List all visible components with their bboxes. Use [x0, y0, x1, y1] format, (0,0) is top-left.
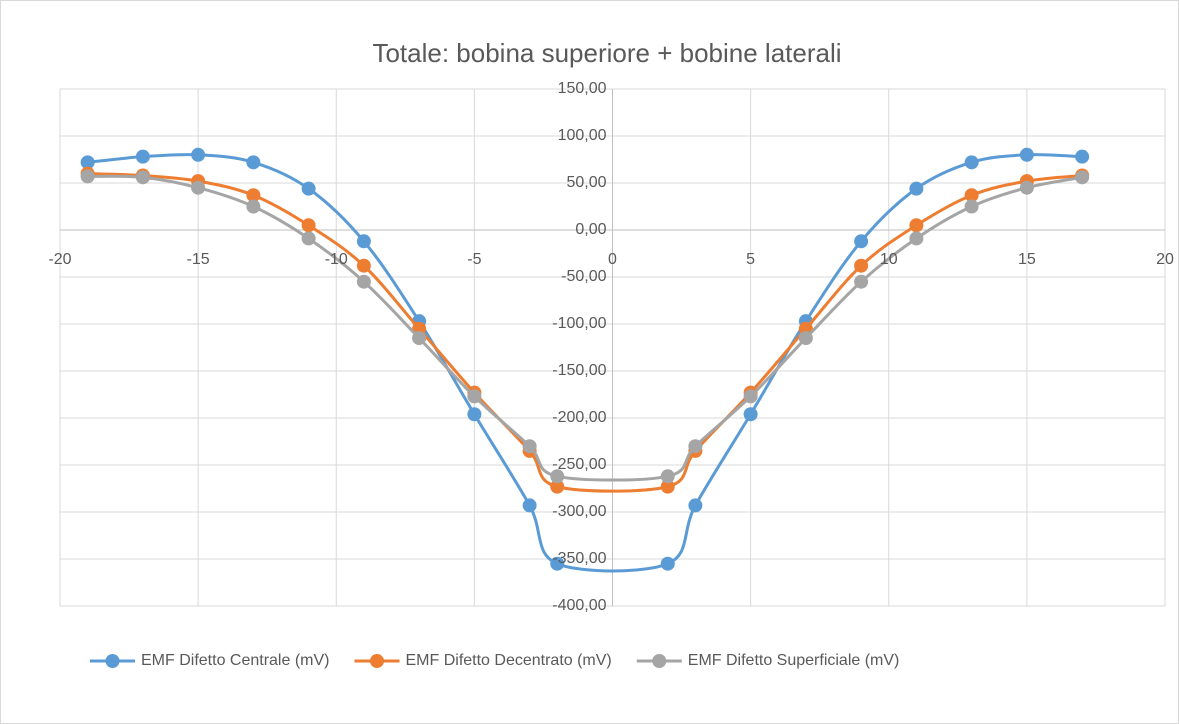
data-point	[550, 469, 565, 484]
x-tick-label: 20	[1156, 251, 1174, 268]
data-point	[1075, 170, 1090, 185]
data-point	[964, 188, 979, 203]
data-point	[522, 439, 537, 454]
y-tick-label: -200,00	[552, 409, 606, 426]
data-point	[135, 149, 150, 164]
data-point	[80, 155, 95, 170]
data-point	[301, 231, 316, 246]
data-point	[301, 181, 316, 196]
data-point	[191, 147, 206, 162]
data-point	[798, 331, 813, 346]
y-tick-label: -400,00	[552, 597, 606, 614]
data-point	[246, 199, 261, 214]
data-point	[854, 258, 869, 273]
legend-marker	[369, 654, 384, 668]
data-point	[550, 479, 565, 494]
data-point	[854, 274, 869, 289]
data-point	[1019, 180, 1034, 195]
x-tick-label: -15	[187, 251, 210, 268]
legend-label: EMF Difetto Centrale (mV)	[141, 652, 329, 669]
x-tick-label: 15	[1018, 251, 1036, 268]
data-point	[743, 407, 758, 422]
data-point	[356, 258, 371, 273]
y-tick-label: 150,00	[558, 80, 607, 97]
data-point	[301, 218, 316, 233]
data-point	[909, 218, 924, 233]
data-point	[909, 181, 924, 196]
x-tick-label: -20	[48, 251, 71, 268]
x-tick-label: 10	[880, 251, 898, 268]
y-tick-label: -350,00	[552, 550, 606, 567]
data-point	[467, 407, 482, 422]
data-point	[1075, 149, 1090, 164]
data-point	[964, 155, 979, 170]
data-point	[688, 439, 703, 454]
data-point	[191, 180, 206, 195]
legend-marker	[652, 654, 667, 668]
data-point	[522, 498, 537, 513]
data-point	[660, 479, 675, 494]
data-point	[412, 331, 427, 346]
legend-label: EMF Difetto Superficiale (mV)	[688, 652, 900, 669]
y-tick-label: -150,00	[552, 362, 606, 379]
data-point	[550, 556, 565, 571]
y-tick-label: 100,00	[558, 127, 607, 144]
data-point	[467, 389, 482, 404]
x-tick-label: 5	[746, 251, 755, 268]
series	[80, 147, 1090, 573]
data-point	[356, 274, 371, 289]
data-point	[135, 170, 150, 185]
chart-title: Totale: bobina superiore + bobine latera…	[372, 38, 841, 68]
y-tick-label: -100,00	[552, 315, 606, 332]
data-point	[688, 498, 703, 513]
axes	[60, 89, 1165, 606]
y-tick-label: 50,00	[566, 174, 606, 191]
y-tick-label: -300,00	[552, 503, 606, 520]
y-tick-label: 0,00	[575, 221, 606, 238]
y-tick-label: -250,00	[552, 456, 606, 473]
data-point	[964, 199, 979, 214]
data-point	[246, 188, 261, 203]
data-point	[80, 169, 95, 184]
legend: EMF Difetto Centrale (mV) EMF Difetto Dec…	[90, 652, 899, 669]
labels: -400,00-350,00-300,00-250,00-200,00-150,…	[48, 80, 1174, 614]
data-point	[743, 389, 758, 404]
data-point	[909, 231, 924, 246]
x-tick-label: 0	[608, 251, 617, 268]
data-point	[356, 234, 371, 249]
data-point	[246, 155, 261, 170]
data-point	[660, 469, 675, 484]
x-tick-label: -5	[467, 251, 481, 268]
legend-marker	[105, 654, 120, 668]
x-tick-label: -10	[325, 251, 348, 268]
data-point	[660, 556, 675, 571]
data-point	[1019, 147, 1034, 162]
y-tick-label: -50,00	[561, 268, 606, 285]
legend-label: EMF Difetto Decentrato (mV)	[405, 652, 611, 669]
data-point	[854, 234, 869, 249]
